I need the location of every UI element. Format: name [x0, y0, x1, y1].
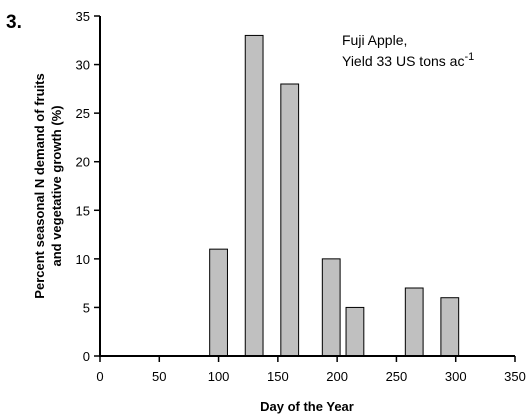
- annotation-superscript: -1: [464, 51, 474, 63]
- annotation-line1: Fuji Apple,: [342, 32, 407, 48]
- annotation-line2: Yield 33 US tons ac-1: [342, 51, 474, 69]
- bar-day-130: [244, 34, 264, 357]
- y-tick-label: 20: [76, 155, 90, 170]
- x-tick-label: 200: [326, 369, 348, 384]
- x-tick-label: 150: [267, 369, 289, 384]
- x-tick-label: 350: [504, 369, 526, 384]
- y-tick-label: 30: [76, 58, 90, 73]
- y-tick-label: 35: [76, 9, 90, 24]
- annotation-yield: Yield 33 US tons ac: [342, 53, 464, 69]
- x-tick-label: 250: [386, 369, 408, 384]
- y-tick-label: 5: [83, 300, 90, 315]
- bars-group: [209, 34, 460, 357]
- x-tick-label: 300: [445, 369, 467, 384]
- y-tick-label: 25: [76, 106, 90, 121]
- y-ticks-group: 0 5 10 15 20 25 30 35: [76, 9, 100, 364]
- y-axis-label-line2: and vegetative growth (%): [49, 105, 64, 266]
- y-axis-label-line1: Percent seasonal N demand of fruits: [32, 73, 47, 298]
- x-ticks-group: 0 50 100 150 200 250 300 350: [96, 356, 526, 384]
- bar-day-215: [345, 306, 365, 357]
- bar-day-100: [209, 248, 228, 357]
- bar-day-295: [440, 297, 460, 357]
- y-tick-label: 15: [76, 203, 90, 218]
- bar-day-265: [404, 287, 424, 357]
- figure-number: 3.: [6, 12, 22, 33]
- y-tick-label: 10: [76, 252, 90, 267]
- y-tick-label: 0: [83, 349, 90, 364]
- bar-day-195: [321, 258, 341, 357]
- x-tick-label: 50: [152, 369, 166, 384]
- bar-day-160: [280, 83, 300, 357]
- x-tick-label: 0: [96, 369, 103, 384]
- x-axis-label: Day of the Year: [260, 399, 354, 414]
- x-tick-label: 100: [208, 369, 230, 384]
